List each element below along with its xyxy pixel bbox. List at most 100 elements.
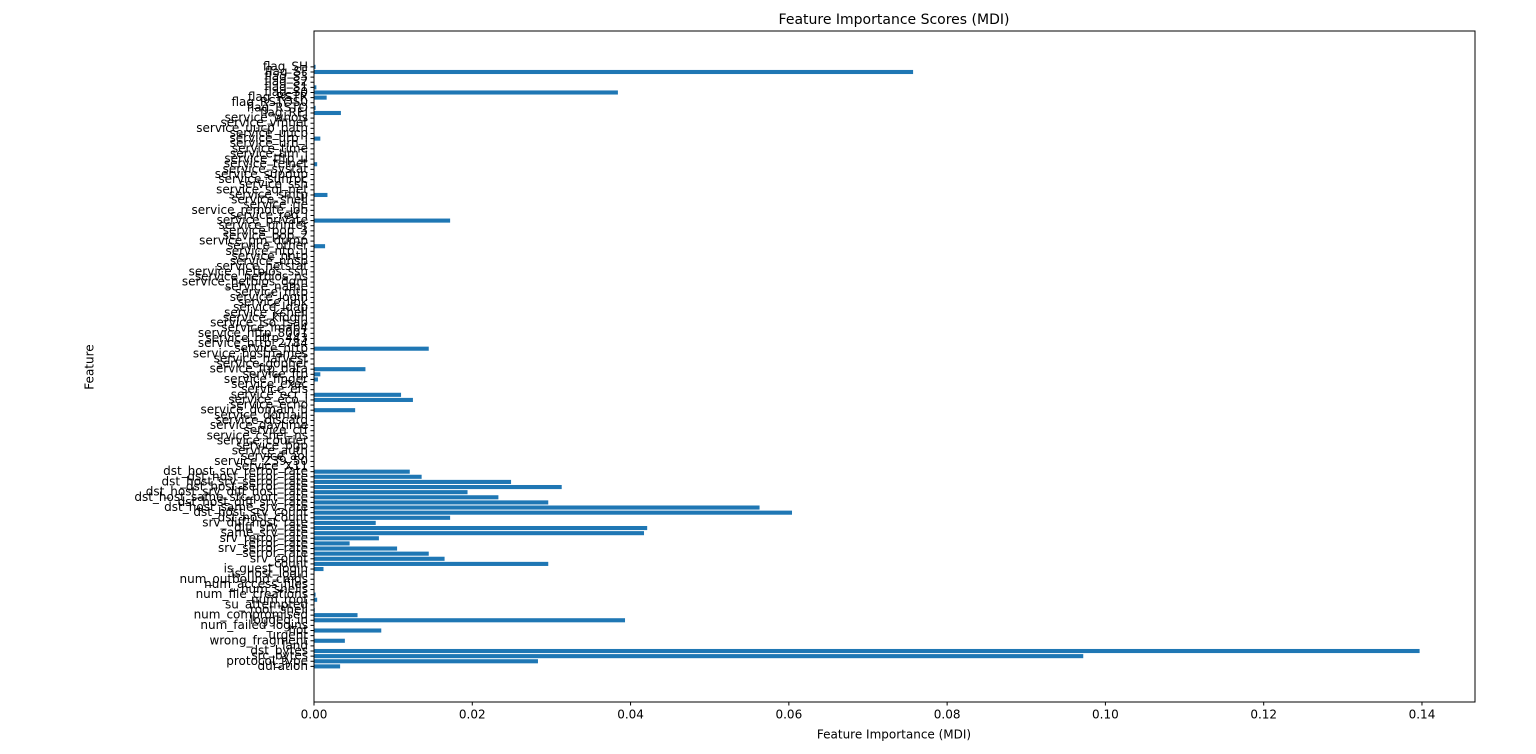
y-tick-label: service_bgp — [236, 439, 308, 453]
bar — [314, 367, 366, 372]
y-tick-label: dst_host_srv_diff_host_rate — [146, 485, 308, 499]
y-tick-label: service_supdup — [215, 167, 308, 181]
y-tick-label: service_eco_i — [228, 392, 308, 406]
y-tick-label: dst_host_same_srv_rate — [164, 500, 308, 514]
y-tick-label: service_discard — [216, 413, 308, 427]
x-tick-label: 0.04 — [617, 708, 644, 722]
bar — [314, 95, 327, 100]
bar — [314, 192, 328, 198]
y-tick-label: service_printer — [219, 218, 309, 232]
x-axis-label: Feature Importance (MDI) — [817, 728, 971, 742]
y-tick-label: dst_host_rerror_rate — [187, 469, 308, 483]
y-tick-label: service_efs — [241, 382, 308, 396]
y-tick-label: service_rje — [243, 198, 308, 212]
bar — [314, 110, 341, 116]
chart-title: Feature Importance Scores (MDI) — [779, 12, 1010, 28]
bar — [314, 664, 341, 669]
y-tick-label: flag_RSTO — [247, 100, 308, 114]
y-tick-label: service_time — [232, 141, 308, 155]
y-tick-label: flag_SF — [265, 64, 308, 78]
bar — [314, 218, 451, 223]
bar — [314, 408, 356, 413]
y-tick-label: service_other — [227, 239, 308, 253]
y-tick-label: service_csnet_ns — [207, 428, 308, 442]
y-tick-label: root_shell — [250, 603, 308, 617]
y-tick-label: service_urh_i — [230, 136, 308, 150]
bar — [314, 505, 760, 510]
y-tick-label: service_urp_i — [230, 131, 308, 145]
y-tick-label: protocol_type — [226, 654, 308, 668]
y-tick-label: num_failed_logins — [200, 618, 308, 632]
y-tick-label: service_private — [217, 213, 308, 227]
bar — [314, 551, 429, 556]
bar — [314, 628, 382, 633]
y-tick-label: service_Z39_50 — [214, 454, 308, 468]
bar — [314, 510, 793, 515]
y-tick-label: service_netbios_ssn — [189, 264, 308, 278]
y-tick-label: service_name — [225, 280, 308, 294]
y-tick-label: srv_serror_rate — [218, 541, 308, 555]
y-tick-label: flag_S1 — [264, 80, 308, 94]
y-tick-label: su_attempted — [225, 597, 308, 611]
y-tick-label: srv_rerror_rate — [220, 531, 308, 545]
bar — [314, 85, 317, 90]
y-tick-label: service_uucp_path — [196, 121, 308, 135]
bar — [314, 536, 379, 541]
y-tick-label: wrong_fragment — [209, 633, 308, 647]
y-tick-label: num_access_files — [204, 577, 308, 591]
y-axis-label: Feature — [83, 344, 97, 389]
y-tick-label: service_imap4 — [221, 321, 308, 335]
y-tick-label: service_finger — [224, 372, 308, 386]
y-tick-label: service_ldap — [233, 300, 308, 314]
y-tick-label: dst_host_serror_rate — [186, 480, 308, 494]
y-tick-label: service_ftp_data — [210, 362, 308, 376]
y-tick-label: service_http_8001 — [198, 326, 308, 340]
y-tick-label: dst_host_srv_count — [193, 505, 308, 519]
y-tick-label: service_domain — [214, 408, 308, 422]
x-tick-label: 0.06 — [775, 708, 802, 722]
y-tick-label: same_srv_rate — [221, 526, 308, 540]
bar — [314, 244, 326, 249]
bar — [314, 520, 376, 525]
bar — [314, 613, 358, 618]
bar — [314, 515, 451, 520]
y-tick-label: service_red_i — [230, 208, 308, 222]
y-tick-label: flag_S2 — [264, 75, 308, 89]
y-tick-label: service_uucp — [230, 126, 308, 140]
y-tick-label: service_netstat — [216, 259, 308, 273]
bar — [314, 561, 549, 566]
y-tick-label: service_ntp_u — [225, 244, 308, 258]
bar — [314, 618, 626, 623]
y-tick-label: service_nnsp — [230, 254, 308, 268]
y-tick-label: service_harvest — [214, 351, 309, 365]
y-tick-label: service_smtp — [229, 187, 308, 201]
y-tick-label: dst_host_same_src_port_rate — [134, 490, 308, 504]
bar — [314, 566, 324, 572]
plot-frame — [313, 30, 1476, 703]
y-tick-label: land — [282, 638, 308, 652]
y-tick-label: service_aol — [241, 449, 308, 463]
y-tick-label: flag_RSTR — [248, 90, 308, 104]
y-tick-label: dst_host_count — [218, 510, 309, 524]
y-tick-label: service_auth — [232, 444, 308, 458]
bar — [314, 541, 350, 546]
y-tick-label: service_telnet — [224, 157, 308, 171]
y-tick-label: flag_S0 — [264, 85, 308, 99]
y-tick-label: service_tim_i — [230, 146, 308, 160]
y-tick-label: logged_in — [250, 613, 308, 627]
y-tick-label: service_http_443 — [205, 331, 308, 345]
bar — [314, 372, 321, 377]
y-tick-label: flag_REJ — [260, 105, 308, 119]
bar — [314, 500, 549, 505]
bar — [314, 654, 1084, 659]
y-tick-label: service_pm_dump — [199, 234, 308, 248]
y-tick-label: service_vmnet — [221, 116, 309, 130]
y-tick-label: service_domain_u — [200, 403, 308, 417]
y-tick-label: service_shell — [231, 193, 308, 207]
y-tick-label: service_ecr_i — [231, 387, 308, 401]
y-tick-label: serror_rate — [242, 546, 308, 560]
y-tick-label: srv_count — [250, 551, 308, 565]
bar — [314, 397, 413, 402]
y-tick-label: src_bytes — [251, 649, 308, 663]
